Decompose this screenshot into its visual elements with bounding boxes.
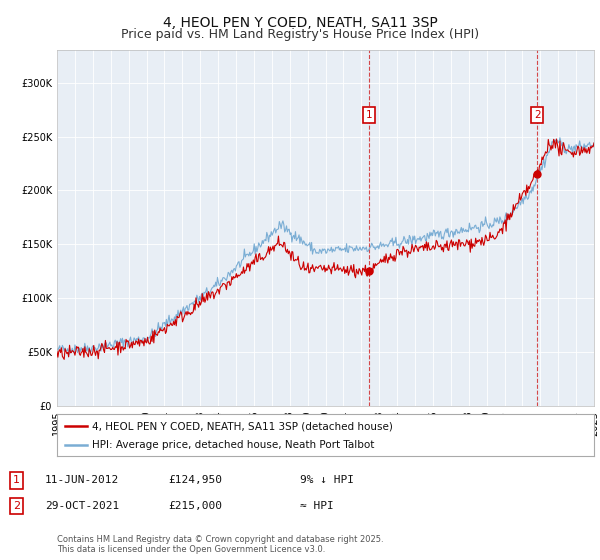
Text: 4, HEOL PEN Y COED, NEATH, SA11 3SP (detached house): 4, HEOL PEN Y COED, NEATH, SA11 3SP (det… <box>92 421 393 431</box>
Text: 4, HEOL PEN Y COED, NEATH, SA11 3SP: 4, HEOL PEN Y COED, NEATH, SA11 3SP <box>163 16 437 30</box>
Text: 9% ↓ HPI: 9% ↓ HPI <box>300 475 354 486</box>
Text: 2: 2 <box>13 501 20 511</box>
Text: £215,000: £215,000 <box>168 501 222 511</box>
Text: 1: 1 <box>13 475 20 486</box>
Text: 29-OCT-2021: 29-OCT-2021 <box>45 501 119 511</box>
Text: 1: 1 <box>366 110 373 120</box>
Text: Price paid vs. HM Land Registry's House Price Index (HPI): Price paid vs. HM Land Registry's House … <box>121 28 479 41</box>
Text: Contains HM Land Registry data © Crown copyright and database right 2025.
This d: Contains HM Land Registry data © Crown c… <box>57 535 383 554</box>
Text: HPI: Average price, detached house, Neath Port Talbot: HPI: Average price, detached house, Neat… <box>92 440 374 450</box>
Text: 11-JUN-2012: 11-JUN-2012 <box>45 475 119 486</box>
Text: ≈ HPI: ≈ HPI <box>300 501 334 511</box>
Text: 2: 2 <box>534 110 541 120</box>
Text: £124,950: £124,950 <box>168 475 222 486</box>
